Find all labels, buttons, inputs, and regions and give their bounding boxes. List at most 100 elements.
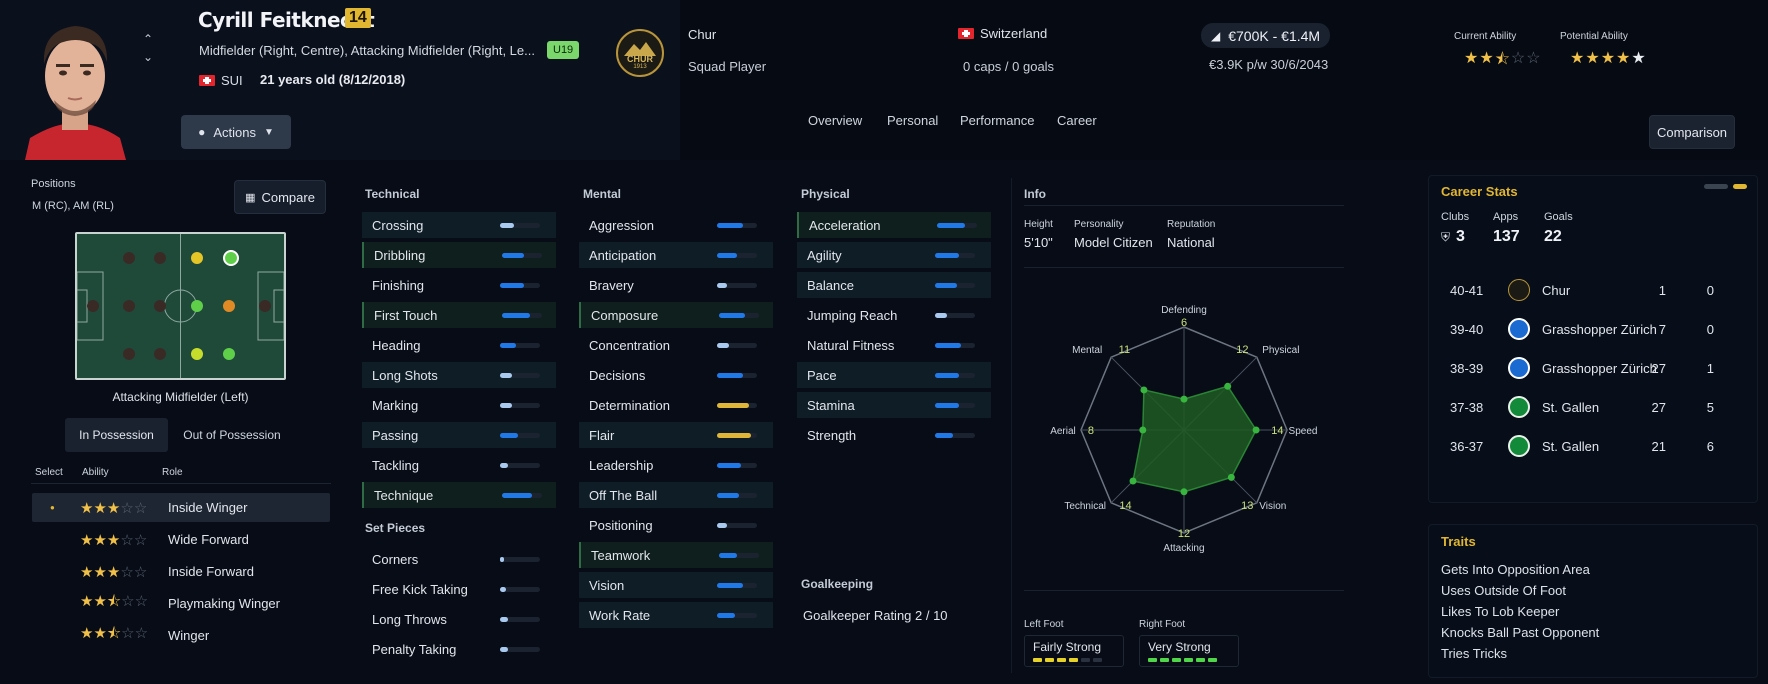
pitch-position-aml[interactable] [223, 348, 235, 360]
attribute-row[interactable]: Pace [797, 362, 991, 388]
pitch-position-amc[interactable] [223, 300, 235, 312]
attribute-row[interactable]: Long Throws [362, 606, 556, 632]
attribute-row[interactable]: Balance [797, 272, 991, 298]
attribute-row[interactable]: Teamwork [579, 542, 773, 568]
pitch-position-mc[interactable] [191, 300, 203, 312]
attribute-row[interactable]: Corners [362, 546, 556, 572]
compare-button[interactable]: ▦ Compare [234, 180, 326, 214]
attribute-bar [500, 463, 540, 468]
attribute-name: Corners [372, 551, 419, 567]
attribute-row[interactable]: Stamina [797, 392, 991, 418]
club-name[interactable]: Chur [688, 27, 717, 42]
toggle-out-of-possession[interactable]: Out of Possession [183, 428, 281, 442]
attribute-row[interactable]: Long Shots [362, 362, 556, 388]
pitch-position-wbl[interactable] [154, 348, 166, 360]
attribute-row[interactable]: Acceleration [797, 212, 991, 238]
carousel-dot-1[interactable] [1704, 184, 1728, 189]
attribute-row[interactable]: Leadership [579, 452, 773, 478]
attribute-name: Concentration [589, 337, 670, 353]
career-history-row[interactable]: 36-37 St. Gallen 21 6 [1436, 427, 1736, 465]
nation-info[interactable]: Switzerland [958, 26, 1047, 41]
career-history-row[interactable]: 37-38 St. Gallen 27 5 [1436, 388, 1736, 426]
role-ability-stars: ★★★☆☆ [80, 531, 147, 549]
next-player-icon[interactable]: ⌄ [143, 50, 154, 64]
pitch-position-st[interactable] [259, 300, 271, 312]
tab-career[interactable]: Career [1057, 113, 1097, 128]
attribute-name: Penalty Taking [372, 641, 457, 657]
roles-divider [31, 483, 331, 484]
attribute-bar-fill [500, 403, 512, 408]
pitch-position-dr[interactable] [123, 252, 135, 264]
nation-code: SUI [221, 73, 243, 88]
pitch-position-amr[interactable] [223, 250, 239, 266]
role-row[interactable]: ● ★★★☆☆ Inside Winger [32, 493, 330, 522]
carousel-dot-2[interactable] [1733, 184, 1747, 189]
star-icon: ★ [1464, 50, 1479, 67]
attribute-row[interactable]: Aggression [579, 212, 773, 238]
attribute-row[interactable]: Crossing [362, 212, 556, 238]
attribute-row[interactable]: Technique [362, 482, 556, 508]
actions-button[interactable]: ● Actions ▼ [181, 115, 291, 149]
attribute-row[interactable]: Bravery [579, 272, 773, 298]
attribute-row[interactable]: Natural Fitness [797, 332, 991, 358]
pitch-position-gk[interactable] [87, 300, 99, 312]
career-history-row[interactable]: 38-39 Grasshopper Zürich 27 1 [1436, 349, 1736, 387]
attribute-bar [937, 223, 977, 228]
attribute-bar-fill [717, 283, 727, 288]
attribute-row[interactable]: Dribbling [362, 242, 556, 268]
star-icon: ★ [80, 593, 94, 610]
attribute-row[interactable]: Passing [362, 422, 556, 448]
club-crest-icon [1508, 396, 1530, 418]
attribute-row[interactable]: First Touch [362, 302, 556, 328]
role-row[interactable]: ★★★☆☆ Inside Forward [32, 557, 330, 586]
attribute-row[interactable]: Composure [579, 302, 773, 328]
attribute-row[interactable]: Anticipation [579, 242, 773, 268]
tab-overview[interactable]: Overview [808, 113, 863, 128]
pitch-position-dm[interactable] [154, 300, 166, 312]
radar-axis-value: 12 [1236, 344, 1248, 356]
pitch-position-dc[interactable] [123, 300, 135, 312]
roles-header-role: Role [162, 467, 183, 478]
role-row[interactable]: ★★⯪☆☆ Playmaking Winger [32, 589, 330, 618]
tab-personal[interactable]: Personal [887, 113, 939, 128]
previous-player-icon[interactable]: ⌃ [143, 32, 154, 46]
attribute-row[interactable]: Free Kick Taking [362, 576, 556, 602]
attribute-bar [500, 587, 540, 592]
attribute-bar [935, 433, 975, 438]
tab-performance[interactable]: Performance [960, 113, 1035, 128]
attribute-row[interactable]: Flair [579, 422, 773, 448]
pitch-position-dl[interactable] [123, 348, 135, 360]
attribute-row[interactable]: Finishing [362, 272, 556, 298]
radar-axis-label: Speed [1289, 426, 1318, 437]
toggle-in-possession[interactable]: In Possession [65, 418, 168, 452]
pitch-position-mr[interactable] [191, 252, 203, 264]
attribute-row[interactable]: Positioning [579, 512, 773, 538]
attribute-row[interactable]: Penalty Taking [362, 636, 556, 662]
attribute-row[interactable]: Tackling [362, 452, 556, 478]
attribute-row[interactable]: Determination [579, 392, 773, 418]
pitch-position-wbr[interactable] [154, 252, 166, 264]
role-row[interactable]: ★★⯪☆☆ Winger [32, 621, 330, 650]
comparison-button[interactable]: Comparison [1649, 115, 1735, 149]
star-icon: ★ [106, 531, 121, 549]
club-crest-icon[interactable]: CHUR 1913 [614, 28, 666, 78]
attribute-row[interactable]: Marking [362, 392, 556, 418]
attribute-bar [717, 433, 757, 438]
attribute-row[interactable]: Concentration [579, 332, 773, 358]
radar-axis-value: 14 [1119, 500, 1131, 512]
attribute-row[interactable]: Agility [797, 242, 991, 268]
attribute-row[interactable]: Jumping Reach [797, 302, 991, 328]
attribute-row[interactable]: Decisions [579, 362, 773, 388]
attribute-row[interactable]: Strength [797, 422, 991, 448]
attribute-row[interactable]: Work Rate [579, 602, 773, 628]
career-history-row[interactable]: 40-41 Chur 1 0 [1436, 271, 1736, 309]
pitch-position-ml[interactable] [191, 348, 203, 360]
star-icon: ★ [80, 531, 94, 549]
positions-codes: M (RC), AM (RL) [32, 200, 114, 212]
attribute-row[interactable]: Heading [362, 332, 556, 358]
attribute-bar [717, 403, 757, 408]
attribute-row[interactable]: Vision [579, 572, 773, 598]
career-history-row[interactable]: 39-40 Grasshopper Zürich 7 0 [1436, 310, 1736, 348]
attribute-row[interactable]: Off The Ball [579, 482, 773, 508]
role-row[interactable]: ★★★☆☆ Wide Forward [32, 525, 330, 554]
